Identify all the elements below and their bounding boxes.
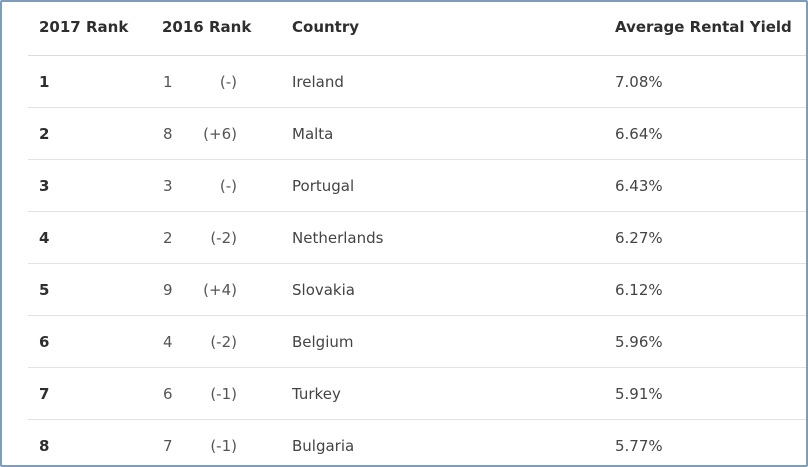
header-country: Country xyxy=(292,17,360,36)
table-row: 4 2 (-2) Netherlands 6.27% xyxy=(28,212,806,264)
rank-2017-cell: 6 xyxy=(39,332,50,351)
rank-2016-cell: 1 xyxy=(163,72,173,91)
rank-2016-cell: 4 xyxy=(163,332,173,351)
rank-2017-cell: 8 xyxy=(39,436,50,455)
rank-2017-cell: 1 xyxy=(39,72,50,91)
country-cell: Ireland xyxy=(292,72,344,91)
rank-2016-cell: 3 xyxy=(163,176,173,195)
rank-change-cell: (+6) xyxy=(203,124,237,143)
yield-cell: 5.91% xyxy=(615,384,663,403)
rank-2017-cell: 3 xyxy=(39,176,50,195)
country-cell: Malta xyxy=(292,124,334,143)
yield-cell: 7.08% xyxy=(615,72,663,91)
country-cell: Belgium xyxy=(292,332,354,351)
country-cell: Portugal xyxy=(292,176,355,195)
country-cell: Turkey xyxy=(292,384,341,403)
table-row: 2 8 (+6) Malta 6.64% xyxy=(28,108,806,160)
rank-change-cell: (-) xyxy=(219,176,237,195)
table-row: 7 6 (-1) Turkey 5.91% xyxy=(28,368,806,420)
country-cell: Netherlands xyxy=(292,228,384,247)
rank-2017-cell: 5 xyxy=(39,280,50,299)
table-row: 1 1 (-) Ireland 7.08% xyxy=(28,56,806,108)
yield-cell: 6.43% xyxy=(615,176,663,195)
table-header-row: 2017 Rank 2016 Rank Country Average Rent… xyxy=(28,2,806,56)
rank-2016-cell: 6 xyxy=(163,384,173,403)
rank-change-cell: (-1) xyxy=(210,384,237,403)
rank-change-cell: (-) xyxy=(219,72,237,91)
table-row: 3 3 (-) Portugal 6.43% xyxy=(28,160,806,212)
rank-2017-cell: 7 xyxy=(39,384,50,403)
rank-change-cell: (-2) xyxy=(210,332,237,351)
rank-2016-cell: 7 xyxy=(163,436,173,455)
rank-2016-cell: 9 xyxy=(163,280,173,299)
yield-cell: 6.64% xyxy=(615,124,663,143)
rental-yield-table: 2017 Rank 2016 Rank Country Average Rent… xyxy=(28,2,806,465)
yield-cell: 6.12% xyxy=(615,280,663,299)
header-2017-rank: 2017 Rank xyxy=(39,17,129,36)
rank-2017-cell: 4 xyxy=(39,228,50,247)
table-row: 6 4 (-2) Belgium 5.96% xyxy=(28,316,806,368)
rank-2017-cell: 2 xyxy=(39,124,50,143)
table-row: 8 7 (-1) Bulgaria 5.77% xyxy=(28,420,806,465)
yield-cell: 5.96% xyxy=(615,332,663,351)
table-row: 5 9 (+4) Slovakia 6.12% xyxy=(28,264,806,316)
country-cell: Slovakia xyxy=(292,280,355,299)
rank-change-cell: (+4) xyxy=(203,280,237,299)
rank-change-cell: (-2) xyxy=(210,228,237,247)
header-2016-rank: 2016 Rank xyxy=(162,17,252,36)
yield-cell: 6.27% xyxy=(615,228,663,247)
rank-2016-cell: 2 xyxy=(163,228,173,247)
header-average-rental-yield: Average Rental Yield xyxy=(615,17,792,36)
yield-cell: 5.77% xyxy=(615,436,663,455)
rank-2016-cell: 8 xyxy=(163,124,173,143)
rank-change-cell: (-1) xyxy=(210,436,237,455)
country-cell: Bulgaria xyxy=(292,436,355,455)
